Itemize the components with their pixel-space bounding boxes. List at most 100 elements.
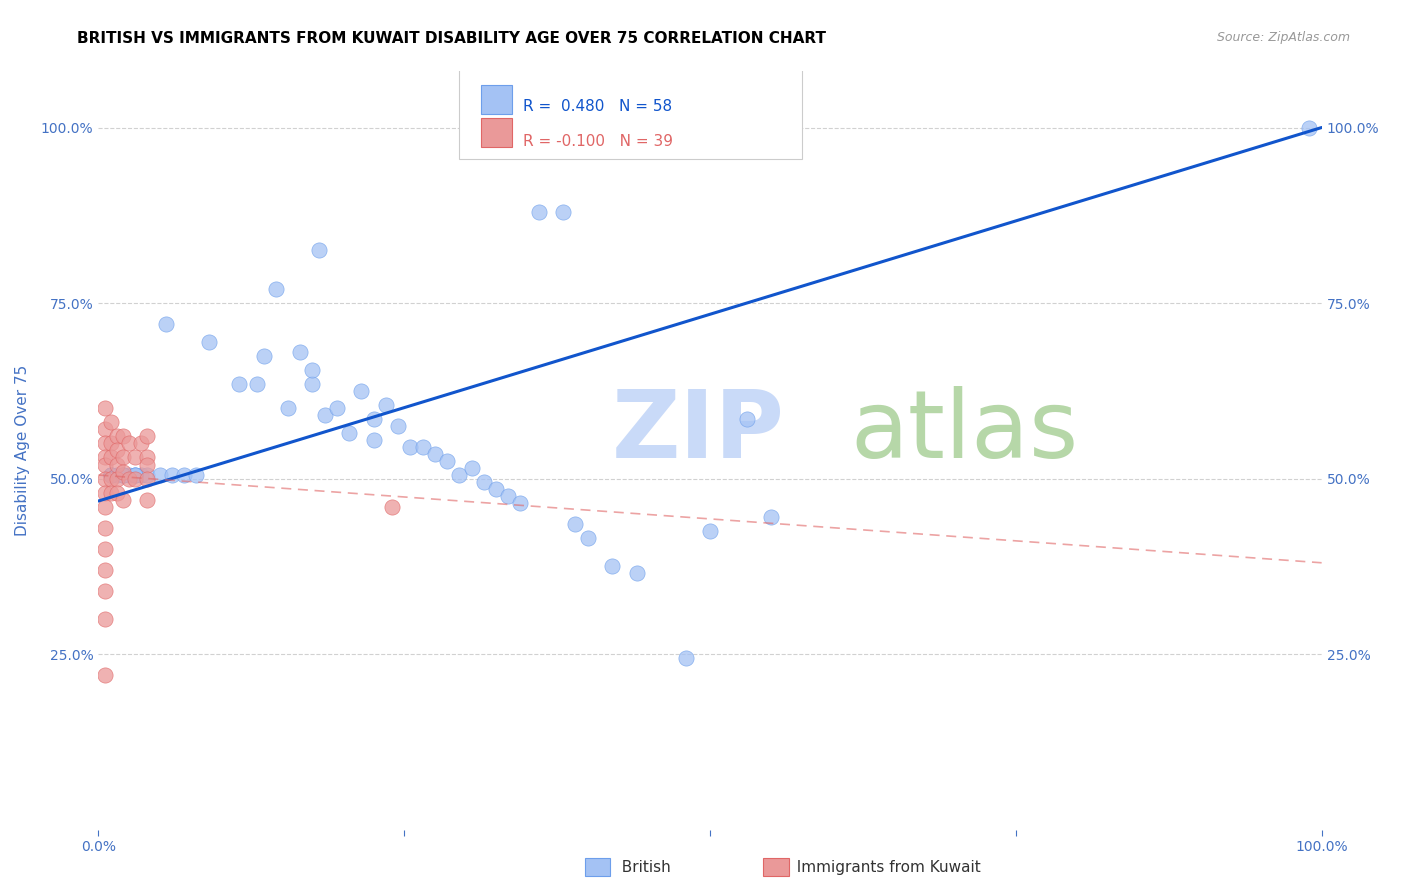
Point — [675, 650, 697, 665]
Point — [105, 458, 128, 472]
Point — [118, 468, 141, 483]
Point — [100, 485, 122, 500]
Text: Immigrants from Kuwait: Immigrants from Kuwait — [787, 860, 981, 874]
Point — [93, 583, 115, 598]
Text: BRITISH VS IMMIGRANTS FROM KUWAIT DISABILITY AGE OVER 75 CORRELATION CHART: BRITISH VS IMMIGRANTS FROM KUWAIT DISABI… — [77, 31, 827, 46]
Point — [173, 468, 195, 483]
Point — [93, 401, 115, 416]
FancyBboxPatch shape — [481, 85, 512, 114]
Point — [155, 317, 177, 331]
Point — [197, 334, 219, 349]
Point — [228, 376, 250, 391]
Point — [509, 496, 531, 510]
Point — [93, 541, 115, 556]
Point — [93, 668, 115, 682]
Point — [93, 422, 115, 436]
Point — [124, 450, 146, 465]
Point — [100, 436, 122, 450]
Point — [564, 517, 586, 532]
Point — [111, 492, 134, 507]
Text: ZIP: ZIP — [612, 385, 785, 477]
Point — [93, 612, 115, 626]
Point — [326, 401, 349, 416]
Point — [277, 401, 299, 416]
Point — [124, 471, 146, 485]
Point — [485, 482, 508, 496]
Point — [111, 429, 134, 443]
Point — [290, 345, 312, 359]
Text: Source: ZipAtlas.com: Source: ZipAtlas.com — [1216, 31, 1350, 45]
Point — [136, 429, 159, 443]
Point — [93, 563, 115, 577]
Point — [496, 489, 519, 503]
Point — [100, 468, 122, 483]
Point — [576, 531, 599, 545]
Point — [264, 282, 287, 296]
Text: British: British — [612, 860, 671, 874]
Point — [124, 468, 146, 483]
Point — [136, 492, 159, 507]
Point — [111, 468, 134, 483]
Point — [100, 416, 122, 430]
Point — [136, 468, 159, 483]
Point — [105, 443, 128, 458]
Point — [129, 436, 152, 450]
Point — [301, 376, 323, 391]
Point — [423, 447, 446, 461]
Point — [100, 468, 122, 483]
Point — [100, 471, 122, 485]
Point — [136, 471, 159, 485]
Point — [118, 471, 141, 485]
Point — [100, 468, 122, 483]
Point — [350, 384, 373, 398]
Point — [93, 471, 115, 485]
Point — [118, 436, 141, 450]
Point — [460, 461, 482, 475]
Point — [105, 471, 128, 485]
Point — [449, 468, 471, 483]
Point — [105, 468, 128, 483]
Point — [111, 468, 134, 483]
Point — [100, 450, 122, 465]
Point — [626, 566, 648, 581]
Point — [149, 468, 172, 483]
Point — [111, 465, 134, 479]
Point — [374, 398, 396, 412]
Point — [93, 458, 115, 472]
Point — [412, 440, 434, 454]
Point — [246, 376, 269, 391]
Point — [600, 559, 623, 574]
Point — [124, 468, 146, 483]
Point — [301, 362, 323, 376]
Point — [399, 440, 422, 454]
Y-axis label: Disability Age Over 75: Disability Age Over 75 — [15, 365, 30, 536]
Point — [337, 425, 360, 440]
Text: R = -0.100   N = 39: R = -0.100 N = 39 — [523, 134, 673, 149]
Point — [93, 485, 115, 500]
FancyBboxPatch shape — [481, 119, 512, 147]
Point — [381, 500, 404, 514]
Point — [160, 468, 183, 483]
Point — [136, 450, 159, 465]
Point — [363, 412, 385, 426]
Point — [186, 468, 208, 483]
Text: R =  0.480   N = 58: R = 0.480 N = 58 — [523, 99, 672, 114]
Point — [136, 458, 159, 472]
Point — [93, 450, 115, 465]
Point — [761, 510, 783, 524]
Point — [93, 436, 115, 450]
Point — [735, 412, 758, 426]
Point — [105, 485, 128, 500]
Text: atlas: atlas — [851, 385, 1078, 477]
Point — [472, 475, 495, 489]
FancyBboxPatch shape — [460, 68, 801, 159]
Point — [129, 468, 152, 483]
Point — [553, 204, 575, 219]
Point — [111, 468, 134, 483]
Point — [314, 409, 336, 423]
Point — [105, 429, 128, 443]
Point — [308, 244, 330, 258]
Point — [527, 204, 550, 219]
Point — [436, 454, 458, 468]
Point — [111, 450, 134, 465]
